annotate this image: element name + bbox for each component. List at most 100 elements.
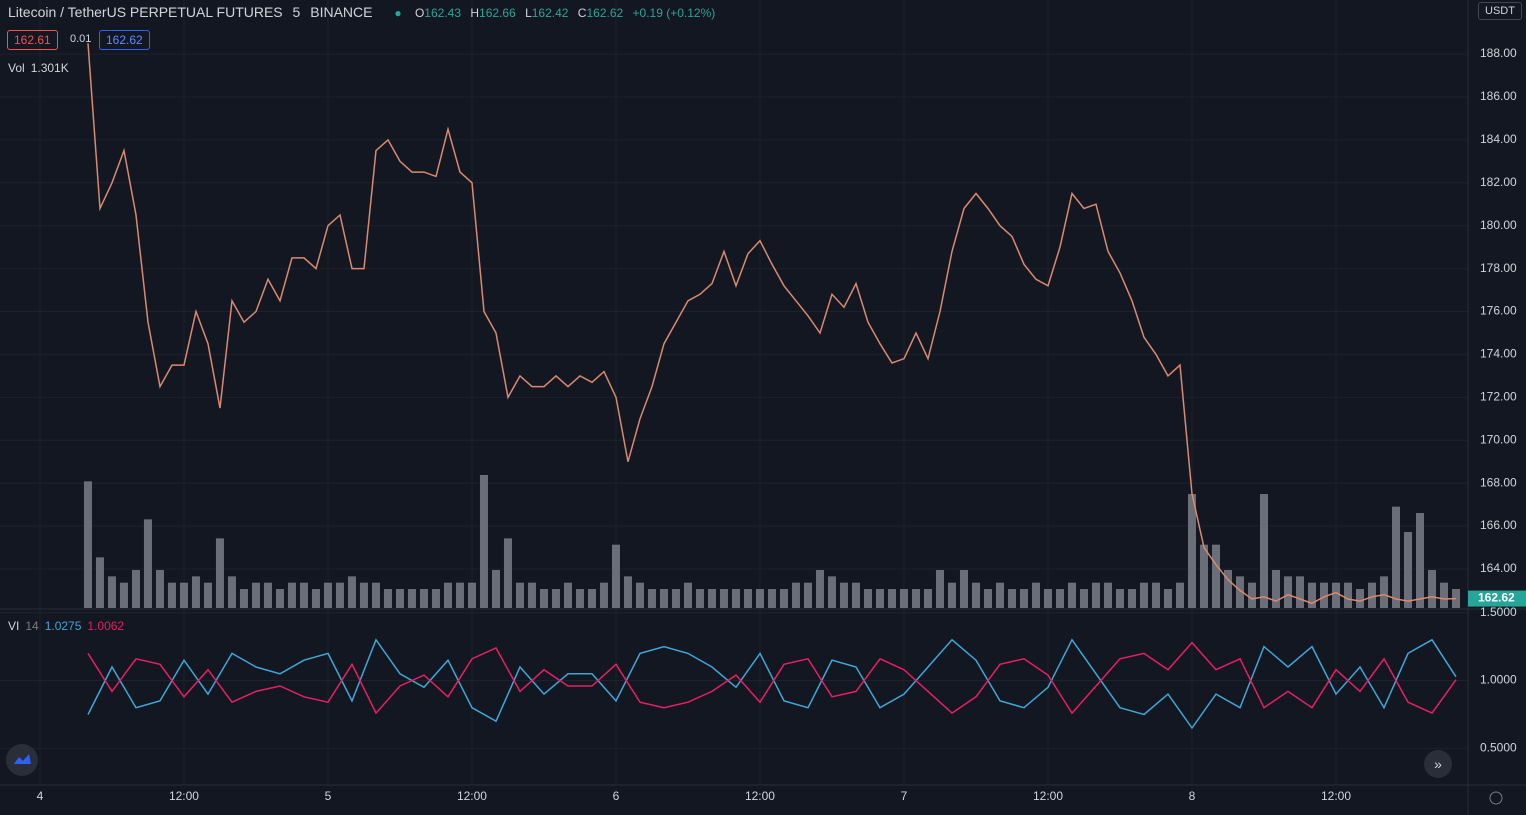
y-tick-label: 166.00 [1480, 518, 1517, 532]
volume-bar [1187, 494, 1196, 608]
volume-bar [1091, 582, 1100, 608]
volume-bar [647, 589, 656, 608]
volume-bar [791, 582, 800, 608]
series-line [87, 641, 1457, 715]
volume-bar [95, 557, 104, 608]
x-tick-label: 7 [901, 789, 908, 803]
volume-bar [731, 589, 740, 608]
volume-bar [875, 589, 884, 608]
y-tick-label: 182.00 [1480, 175, 1517, 189]
volume-bar [1247, 582, 1256, 608]
x-tick-label: 8 [1189, 789, 1196, 803]
volume-bar [335, 582, 344, 608]
volume-bar [191, 576, 200, 608]
volume-bar [587, 589, 596, 608]
volume-bar [1439, 582, 1448, 608]
volume-bar [755, 589, 764, 608]
volume-bar [83, 481, 92, 608]
volume-bar [1019, 589, 1028, 608]
volume-bar [899, 589, 908, 608]
open: 162.43 [424, 6, 461, 20]
y-tick-label: 168.00 [1480, 475, 1517, 489]
high: 162.66 [479, 6, 516, 20]
volume-bar [611, 544, 620, 608]
y-tick-label: 184.00 [1480, 132, 1517, 146]
volume-bar [1355, 589, 1364, 608]
volume-bar [695, 589, 704, 608]
volume-bar [275, 589, 284, 608]
volume-bar [1223, 570, 1232, 608]
volume-bar [371, 582, 380, 608]
spread: 0.01 [70, 33, 92, 45]
volume-bar [1331, 582, 1340, 608]
volume-bar [143, 519, 152, 608]
volume-bar [887, 589, 896, 608]
x-tick-label: 12:00 [169, 789, 199, 803]
buy-button[interactable]: 162.62 [99, 30, 150, 50]
c-label: C [577, 6, 587, 20]
last-price-label: 162.62 [1478, 591, 1515, 605]
volume-bar [803, 582, 812, 608]
volume-bar [635, 582, 644, 608]
vol-value: 1.301K [30, 61, 69, 75]
volume-bar [1235, 576, 1244, 608]
volume-bar [1139, 582, 1148, 608]
volume-bar [179, 582, 188, 608]
volume-bar [1319, 582, 1328, 608]
volume-bar [923, 589, 932, 608]
l-label: L [525, 6, 532, 20]
volume-bar [863, 589, 872, 608]
symbol: Litecoin / TetherUS PERPETUAL FUTURES [8, 4, 283, 20]
low: 162.42 [531, 6, 569, 20]
volume-bar [911, 589, 920, 608]
volume-bar [551, 589, 560, 608]
volume-bar [431, 589, 440, 608]
volume-bar [719, 589, 728, 608]
volume-bar [395, 589, 404, 608]
volume-bar [287, 582, 296, 608]
volume-bar [659, 589, 668, 608]
interval: 5 [292, 4, 301, 20]
volume-bar [503, 538, 512, 608]
y-tick-label: 178.00 [1480, 261, 1517, 275]
volume-bar [839, 582, 848, 608]
vi-minus: 1.0062 [87, 619, 125, 633]
exchange: BINANCE [310, 4, 373, 20]
volume-bar [443, 582, 452, 608]
sell-button[interactable]: 162.61 [7, 30, 58, 50]
o-label: O [414, 6, 425, 20]
volume-bar [1259, 494, 1268, 608]
volume-bar [1391, 506, 1400, 608]
volume-bar [959, 570, 968, 608]
volume-bar [671, 589, 680, 608]
volume-bar [1199, 544, 1208, 608]
volume-bar [935, 570, 944, 608]
volume-bar [491, 570, 500, 608]
volume-bar [539, 589, 548, 608]
vol-label: Vol [8, 61, 25, 75]
y-tick-label: 180.00 [1480, 218, 1517, 232]
volume-bar [203, 582, 212, 608]
volume-bar [1055, 589, 1064, 608]
volume-bar [743, 589, 752, 608]
volume-bar [1415, 513, 1424, 608]
volume-bar [383, 589, 392, 608]
volume-legend: Vol 1.301K [8, 61, 75, 75]
volume-bar [1367, 582, 1376, 608]
volume-bar [683, 582, 692, 608]
volume-bar [1163, 589, 1172, 608]
vi-plus: 1.0275 [44, 619, 82, 633]
h-label: H [470, 6, 480, 20]
currency-button[interactable]: USDT [1478, 2, 1522, 20]
y-tick-label: 164.00 [1480, 561, 1517, 575]
x-tick-label: 12:00 [745, 789, 775, 803]
y-tick-label: 1.0000 [1480, 673, 1517, 687]
volume-bar [707, 589, 716, 608]
volume-bar [419, 589, 428, 608]
volume-bar [779, 589, 788, 608]
volume-bar [227, 576, 236, 608]
volume-bar [107, 576, 116, 608]
volume-bar [527, 582, 536, 608]
scroll-button[interactable]: » [1424, 750, 1452, 778]
